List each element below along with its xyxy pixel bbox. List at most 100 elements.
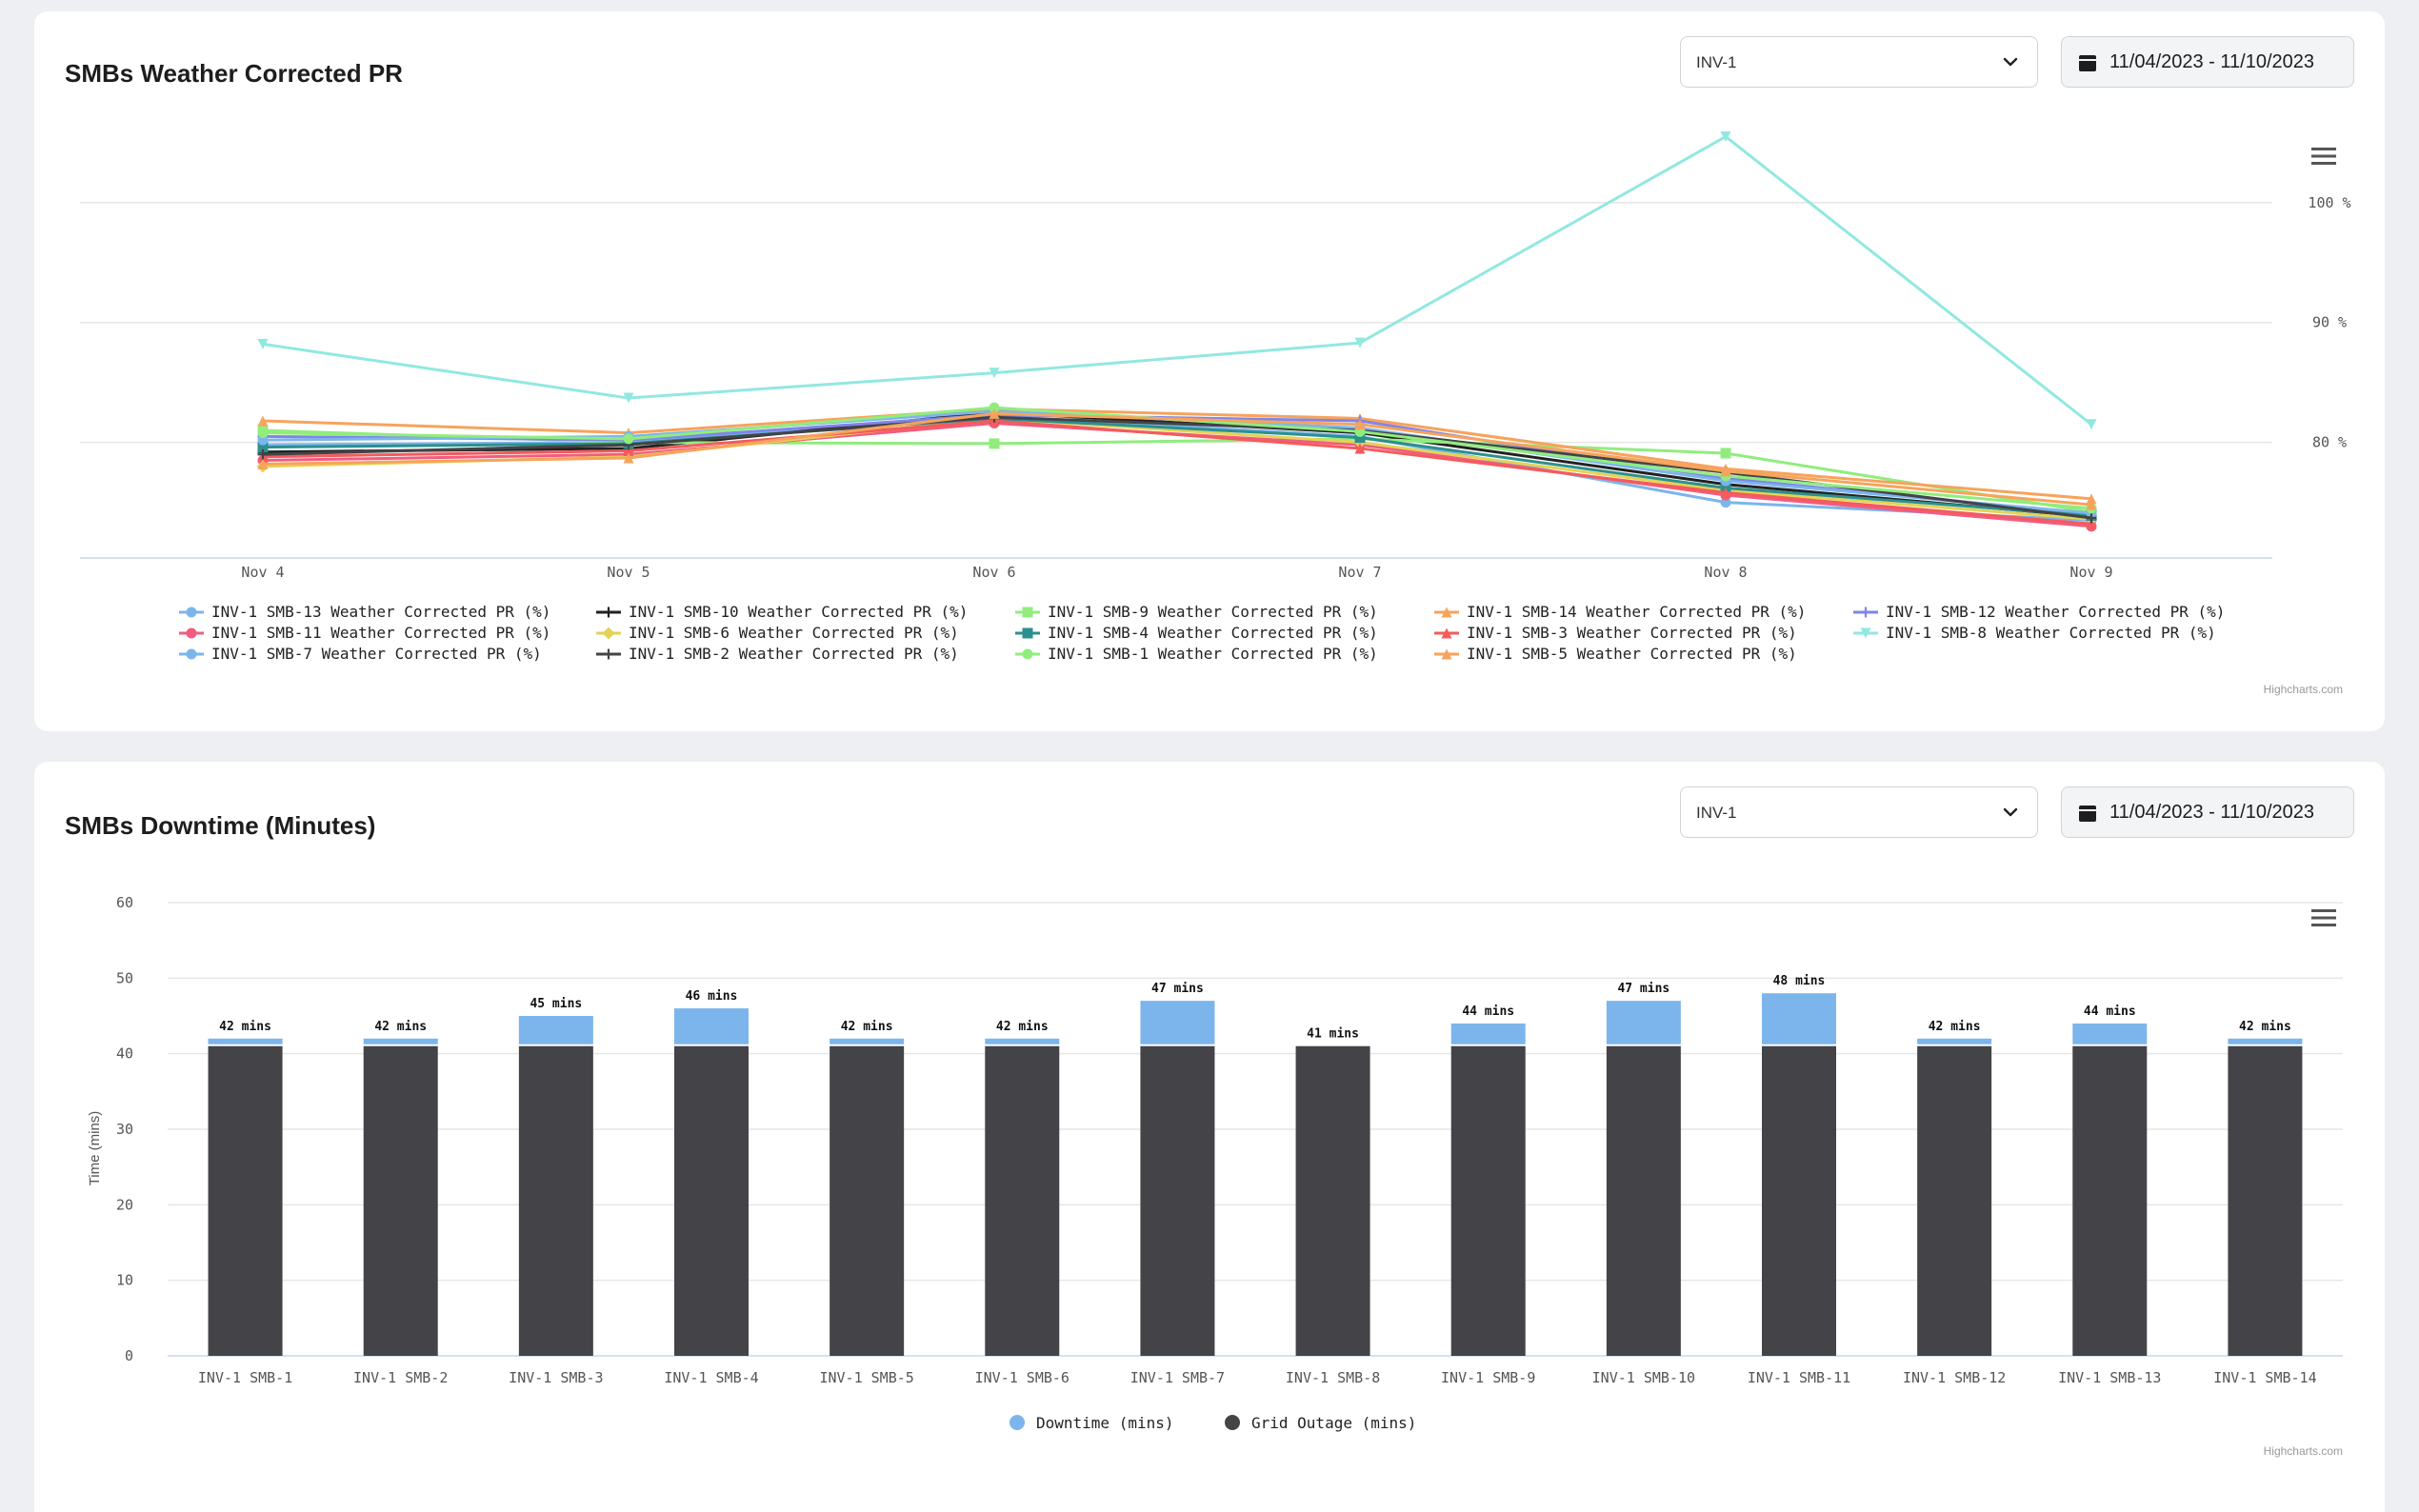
legend-marker[interactable] — [1022, 607, 1033, 618]
legend-marker[interactable] — [186, 607, 197, 618]
series-line[interactable] — [262, 416, 2092, 517]
grid-outage-bar[interactable] — [1606, 1045, 1681, 1356]
grid-outage-bar[interactable] — [363, 1045, 438, 1356]
legend-item[interactable]: INV-1 SMB-1 Weather Corrected PR (%) — [1015, 645, 1378, 663]
legend-marker[interactable] — [603, 648, 614, 660]
legend-marker[interactable] — [186, 627, 197, 639]
series-line[interactable] — [262, 419, 2092, 526]
legend-item[interactable]: INV-1 SMB-2 Weather Corrected PR (%) — [596, 645, 959, 663]
data-point[interactable] — [257, 428, 269, 439]
inverter-select[interactable]: INV-1 — [1680, 786, 2038, 838]
line-series[interactable] — [257, 408, 2097, 510]
highcharts-credits[interactable]: Highcharts.com — [2264, 683, 2343, 696]
legend-item[interactable]: INV-1 SMB-5 Weather Corrected PR (%) — [1434, 645, 1797, 663]
data-point[interactable] — [257, 434, 269, 446]
bar-stack[interactable] — [518, 1016, 593, 1356]
hamburger-menu-icon[interactable] — [2310, 906, 2337, 929]
grid-outage-bar[interactable] — [1295, 1045, 1370, 1356]
data-point[interactable] — [257, 415, 269, 427]
data-point[interactable] — [623, 433, 634, 445]
downtime-bar[interactable] — [830, 1038, 905, 1044]
data-point[interactable] — [623, 452, 634, 464]
hamburger-menu-icon[interactable] — [2310, 145, 2337, 168]
grid-outage-bar[interactable] — [985, 1045, 1060, 1356]
data-point[interactable] — [2086, 499, 2097, 510]
grid-outage-bar[interactable] — [2072, 1045, 2148, 1356]
data-point[interactable] — [2086, 419, 2097, 430]
downtime-bar[interactable] — [674, 1008, 749, 1044]
data-point[interactable] — [1720, 497, 1731, 508]
bar-stack[interactable] — [1917, 1038, 1992, 1356]
bar-stack[interactable] — [1450, 1023, 1526, 1356]
data-point[interactable] — [2086, 512, 2097, 524]
grid-outage-bar[interactable] — [674, 1045, 749, 1356]
series-line[interactable] — [262, 411, 2092, 507]
legend-marker[interactable] — [1441, 607, 1452, 618]
date-range-button[interactable]: 11/04/2023 - 11/10/2023 — [2061, 786, 2354, 838]
downtime-bar[interactable] — [1917, 1038, 1992, 1044]
bar-stack[interactable] — [208, 1038, 283, 1356]
bar-stack[interactable] — [1295, 1045, 1370, 1356]
series-line[interactable] — [262, 407, 2092, 501]
downtime-bar[interactable] — [363, 1038, 438, 1044]
data-point[interactable] — [257, 448, 269, 460]
downtime-bar[interactable] — [208, 1038, 283, 1044]
legend-marker[interactable] — [1022, 648, 1033, 660]
downtime-bar[interactable] — [1606, 1001, 1681, 1044]
data-point[interactable] — [1354, 443, 1366, 454]
data-point[interactable] — [1720, 466, 1731, 477]
data-point[interactable] — [989, 368, 1000, 379]
bar-stack[interactable] — [1606, 1001, 1681, 1356]
legend-item[interactable]: INV-1 SMB-3 Weather Corrected PR (%) — [1434, 624, 1797, 642]
downtime-bar[interactable] — [2228, 1038, 2303, 1044]
legend-marker[interactable] — [1860, 627, 1871, 639]
legend-marker[interactable] — [602, 627, 615, 640]
bar-stack[interactable] — [363, 1038, 438, 1356]
data-point[interactable] — [1720, 448, 1731, 459]
line-series[interactable] — [257, 130, 2097, 430]
legend-item[interactable]: INV-1 SMB-8 Weather Corrected PR (%) — [1853, 624, 2216, 642]
bar-stack[interactable] — [2228, 1038, 2303, 1356]
data-point[interactable] — [989, 402, 1000, 413]
highcharts-credits[interactable]: Highcharts.com — [2264, 1444, 2343, 1458]
series-line[interactable] — [262, 134, 2092, 426]
grid-outage-bar[interactable] — [1762, 1045, 1836, 1356]
legend-item[interactable]: INV-1 SMB-11 Weather Corrected PR (%) — [179, 624, 550, 642]
downtime-bar[interactable] — [1450, 1023, 1526, 1044]
bar-stack[interactable] — [674, 1008, 749, 1356]
grid-outage-bar[interactable] — [208, 1045, 283, 1356]
legend-item[interactable]: INV-1 SMB-13 Weather Corrected PR (%) — [179, 603, 550, 621]
data-point[interactable] — [623, 445, 634, 456]
data-point[interactable] — [1354, 419, 1366, 430]
legend-marker[interactable] — [1441, 627, 1452, 639]
grid-outage-bar[interactable] — [2228, 1045, 2303, 1356]
legend-item[interactable]: Downtime (mins) — [1010, 1414, 1174, 1432]
data-point[interactable] — [623, 392, 634, 404]
data-point[interactable] — [257, 442, 269, 453]
legend-item[interactable]: INV-1 SMB-10 Weather Corrected PR (%) — [596, 603, 968, 621]
downtime-bar[interactable] — [1762, 993, 1836, 1044]
data-point[interactable] — [1354, 432, 1366, 444]
data-point[interactable] — [1720, 130, 1731, 142]
bar-stack[interactable] — [2072, 1023, 2148, 1356]
data-point[interactable] — [1720, 487, 1731, 499]
bar-stack[interactable] — [830, 1038, 905, 1356]
data-point[interactable] — [257, 458, 269, 469]
bar-stack[interactable] — [1762, 993, 1836, 1356]
grid-outage-bar[interactable] — [830, 1045, 905, 1356]
downtime-bar[interactable] — [1140, 1001, 1215, 1044]
bar-stack[interactable] — [985, 1038, 1060, 1356]
legend-item[interactable]: INV-1 SMB-14 Weather Corrected PR (%) — [1434, 603, 1806, 621]
legend-marker[interactable] — [186, 648, 197, 660]
data-point[interactable] — [989, 408, 1000, 419]
legend-marker[interactable] — [1441, 648, 1452, 660]
legend-item[interactable]: Grid Outage (mins) — [1225, 1414, 1416, 1432]
data-point[interactable] — [1354, 337, 1366, 348]
legend-item[interactable]: INV-1 SMB-7 Weather Corrected PR (%) — [179, 645, 542, 663]
data-point[interactable] — [257, 338, 269, 349]
data-point[interactable] — [989, 438, 1000, 449]
legend-marker[interactable] — [1860, 607, 1871, 618]
downtime-bar[interactable] — [2072, 1023, 2148, 1044]
legend-item[interactable]: INV-1 SMB-12 Weather Corrected PR (%) — [1853, 603, 2225, 621]
data-point[interactable] — [2086, 518, 2097, 529]
